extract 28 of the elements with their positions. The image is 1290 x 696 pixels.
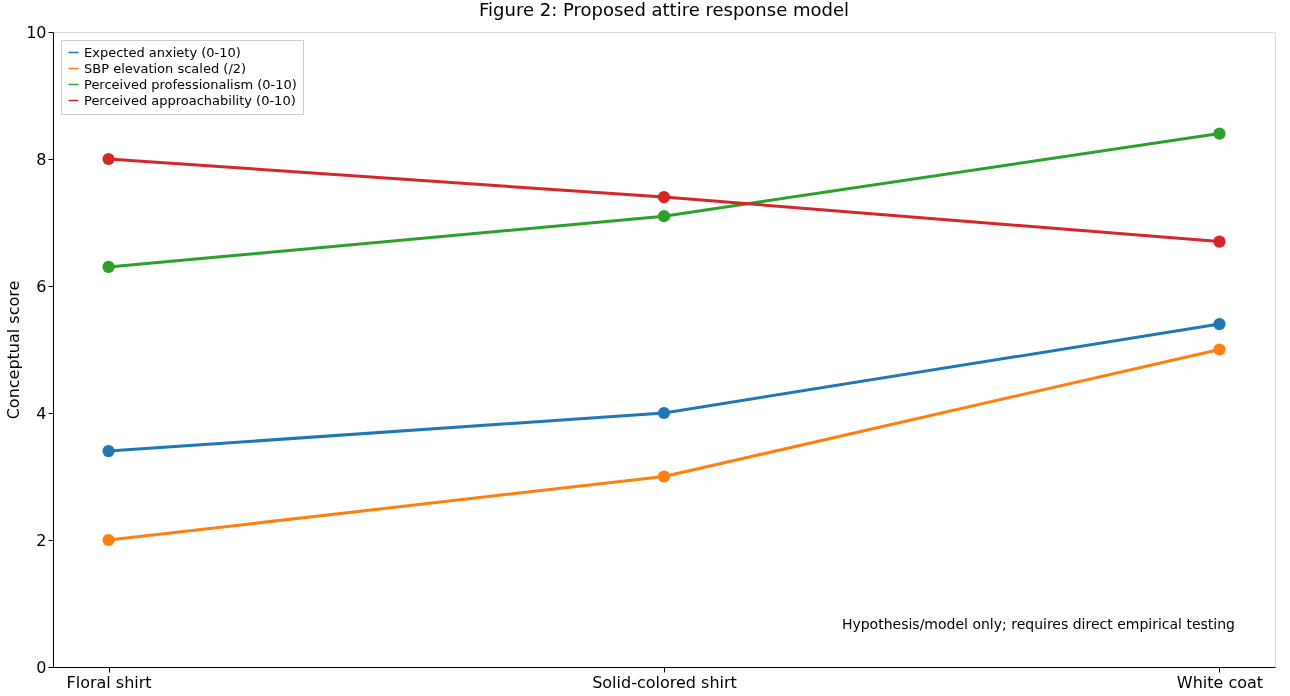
y-tick-label: 6 bbox=[36, 276, 47, 296]
point bbox=[102, 152, 115, 166]
point bbox=[657, 470, 671, 483]
x-tick-label: Floral shirt bbox=[66, 672, 152, 692]
x-tick-label: White coat bbox=[1176, 672, 1264, 692]
point bbox=[102, 260, 115, 274]
chart-title: Figure 2: Proposed attire response model bbox=[479, 0, 849, 20]
legend-label: Perceived professionalism (0-10) bbox=[84, 76, 297, 92]
y-tick-label: 0 bbox=[36, 657, 47, 677]
point bbox=[102, 444, 115, 458]
y-tick-label: 8 bbox=[36, 149, 47, 169]
x-tick-label: Solid-colored shirt bbox=[592, 672, 737, 692]
point bbox=[1213, 317, 1226, 331]
point bbox=[1213, 343, 1226, 356]
point bbox=[657, 190, 671, 204]
y-axis-title: Conceptual score bbox=[4, 280, 24, 420]
point bbox=[1213, 127, 1226, 140]
point bbox=[102, 533, 115, 547]
legend-label: SBP elevation scaled (/2) bbox=[84, 60, 247, 76]
point bbox=[1213, 235, 1226, 248]
annotation: Hypothesis/model only; requires direct empirical testing bbox=[841, 616, 1235, 632]
y-tick-label: 2 bbox=[36, 530, 47, 550]
point bbox=[657, 210, 671, 223]
legend-label: Perceived approachability (0-10) bbox=[84, 92, 296, 108]
y-tick-label: 4 bbox=[36, 403, 47, 423]
point bbox=[657, 406, 671, 420]
legend-label: Expected anxiety (0-10) bbox=[84, 44, 241, 60]
y-tick-label: 10 bbox=[26, 22, 47, 42]
